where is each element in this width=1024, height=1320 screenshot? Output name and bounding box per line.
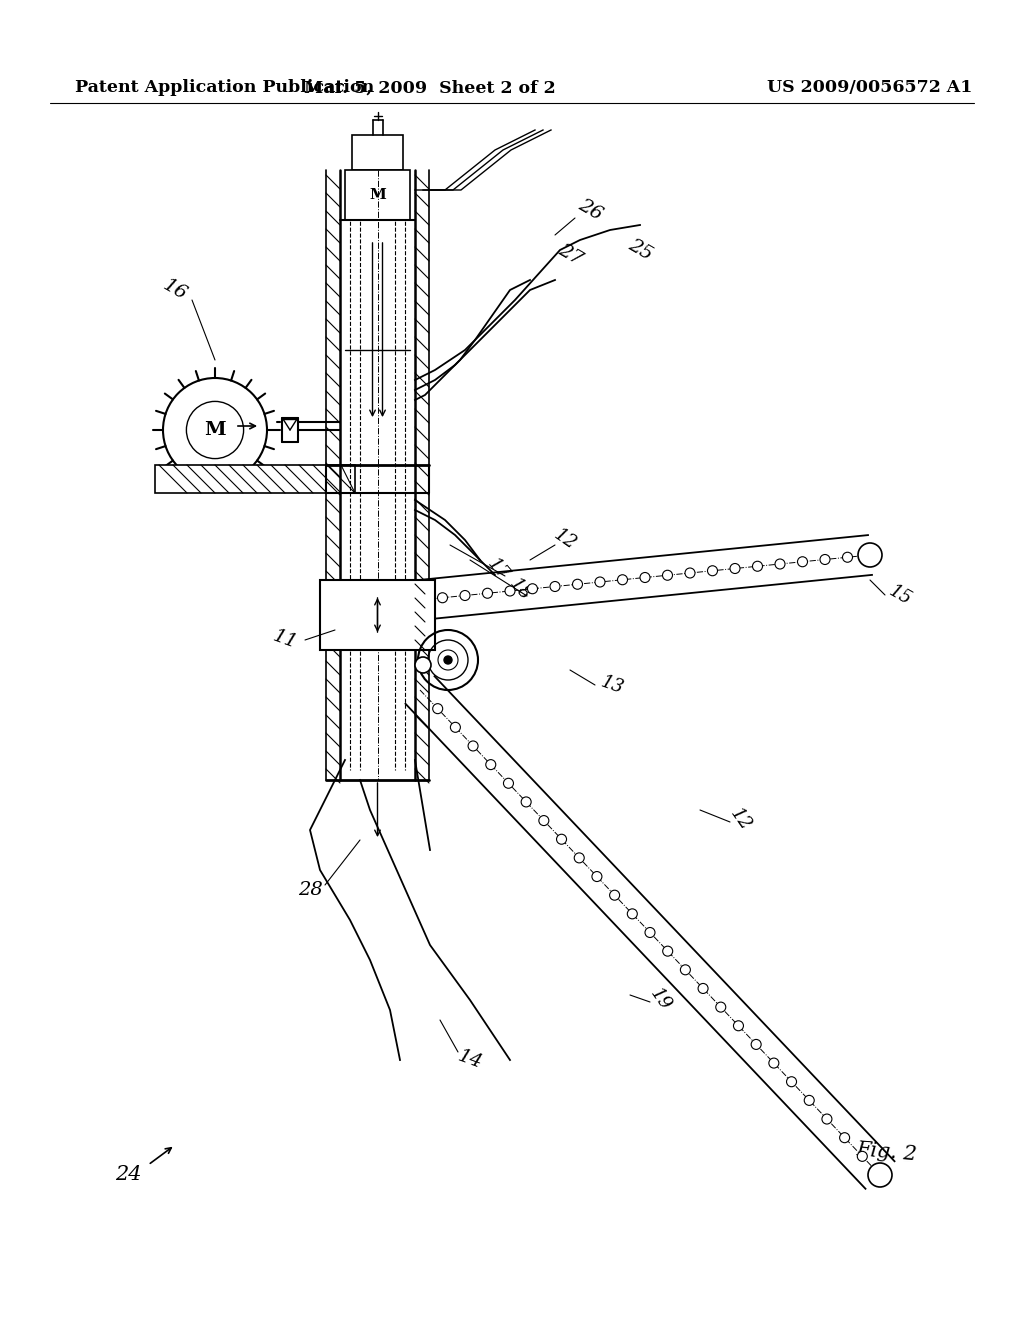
Text: 18: 18 [506,576,535,605]
Text: 14: 14 [456,1047,484,1073]
Circle shape [485,759,496,770]
Circle shape [539,816,549,825]
Circle shape [468,741,478,751]
Text: 12: 12 [726,805,754,834]
Text: 12: 12 [551,527,580,554]
Circle shape [595,577,605,587]
Circle shape [769,1059,779,1068]
Circle shape [840,1133,850,1143]
Text: Patent Application Publication: Patent Application Publication [75,79,374,96]
Text: US 2009/0056572 A1: US 2009/0056572 A1 [767,79,973,96]
Bar [352,135,403,170]
Text: 16: 16 [160,276,190,304]
Circle shape [504,779,513,788]
Circle shape [708,566,718,576]
Bar [155,465,355,492]
Bar [319,579,435,649]
Text: 15: 15 [886,581,914,609]
Circle shape [550,582,560,591]
Circle shape [663,946,673,956]
Text: M: M [204,421,226,440]
Circle shape [716,1002,726,1012]
Circle shape [617,574,628,585]
Circle shape [685,568,695,578]
Circle shape [798,557,808,566]
Circle shape [733,1020,743,1031]
Text: 13: 13 [598,673,626,697]
Circle shape [628,909,637,919]
Text: 24: 24 [115,1166,141,1184]
Circle shape [437,593,447,603]
Text: 11: 11 [270,627,300,652]
Circle shape [786,1077,797,1086]
Circle shape [645,928,655,937]
Circle shape [730,564,740,573]
Circle shape [843,552,853,562]
Circle shape [505,586,515,597]
Text: 28: 28 [298,880,323,899]
Circle shape [663,570,673,581]
Circle shape [572,579,583,589]
Circle shape [609,890,620,900]
Circle shape [415,657,431,673]
Circle shape [451,722,461,733]
Text: 25: 25 [625,236,655,264]
Circle shape [433,704,442,714]
Text: Mar. 5, 2009  Sheet 2 of 2: Mar. 5, 2009 Sheet 2 of 2 [304,79,556,96]
Text: 17: 17 [483,556,512,585]
Circle shape [857,1151,867,1162]
Circle shape [444,656,452,664]
Circle shape [804,1096,814,1105]
Circle shape [521,797,531,807]
Text: 26: 26 [574,195,605,224]
Bar [345,170,410,220]
Text: 27: 27 [555,242,586,269]
Circle shape [592,871,602,882]
Circle shape [868,1163,892,1187]
Circle shape [775,558,785,569]
Circle shape [753,561,763,572]
Text: Fig. 2: Fig. 2 [855,1140,918,1164]
Circle shape [574,853,585,863]
Text: 19: 19 [646,986,674,1015]
Circle shape [527,583,538,594]
Circle shape [640,573,650,582]
Circle shape [482,589,493,598]
Circle shape [858,543,882,568]
Text: M: M [369,187,386,202]
Circle shape [460,590,470,601]
Circle shape [752,1039,761,1049]
Circle shape [698,983,708,994]
Circle shape [680,965,690,974]
Circle shape [822,1114,831,1125]
Circle shape [556,834,566,845]
Circle shape [820,554,830,565]
